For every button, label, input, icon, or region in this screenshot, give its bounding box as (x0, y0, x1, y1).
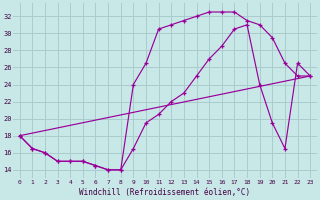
X-axis label: Windchill (Refroidissement éolien,°C): Windchill (Refroidissement éolien,°C) (79, 188, 251, 197)
